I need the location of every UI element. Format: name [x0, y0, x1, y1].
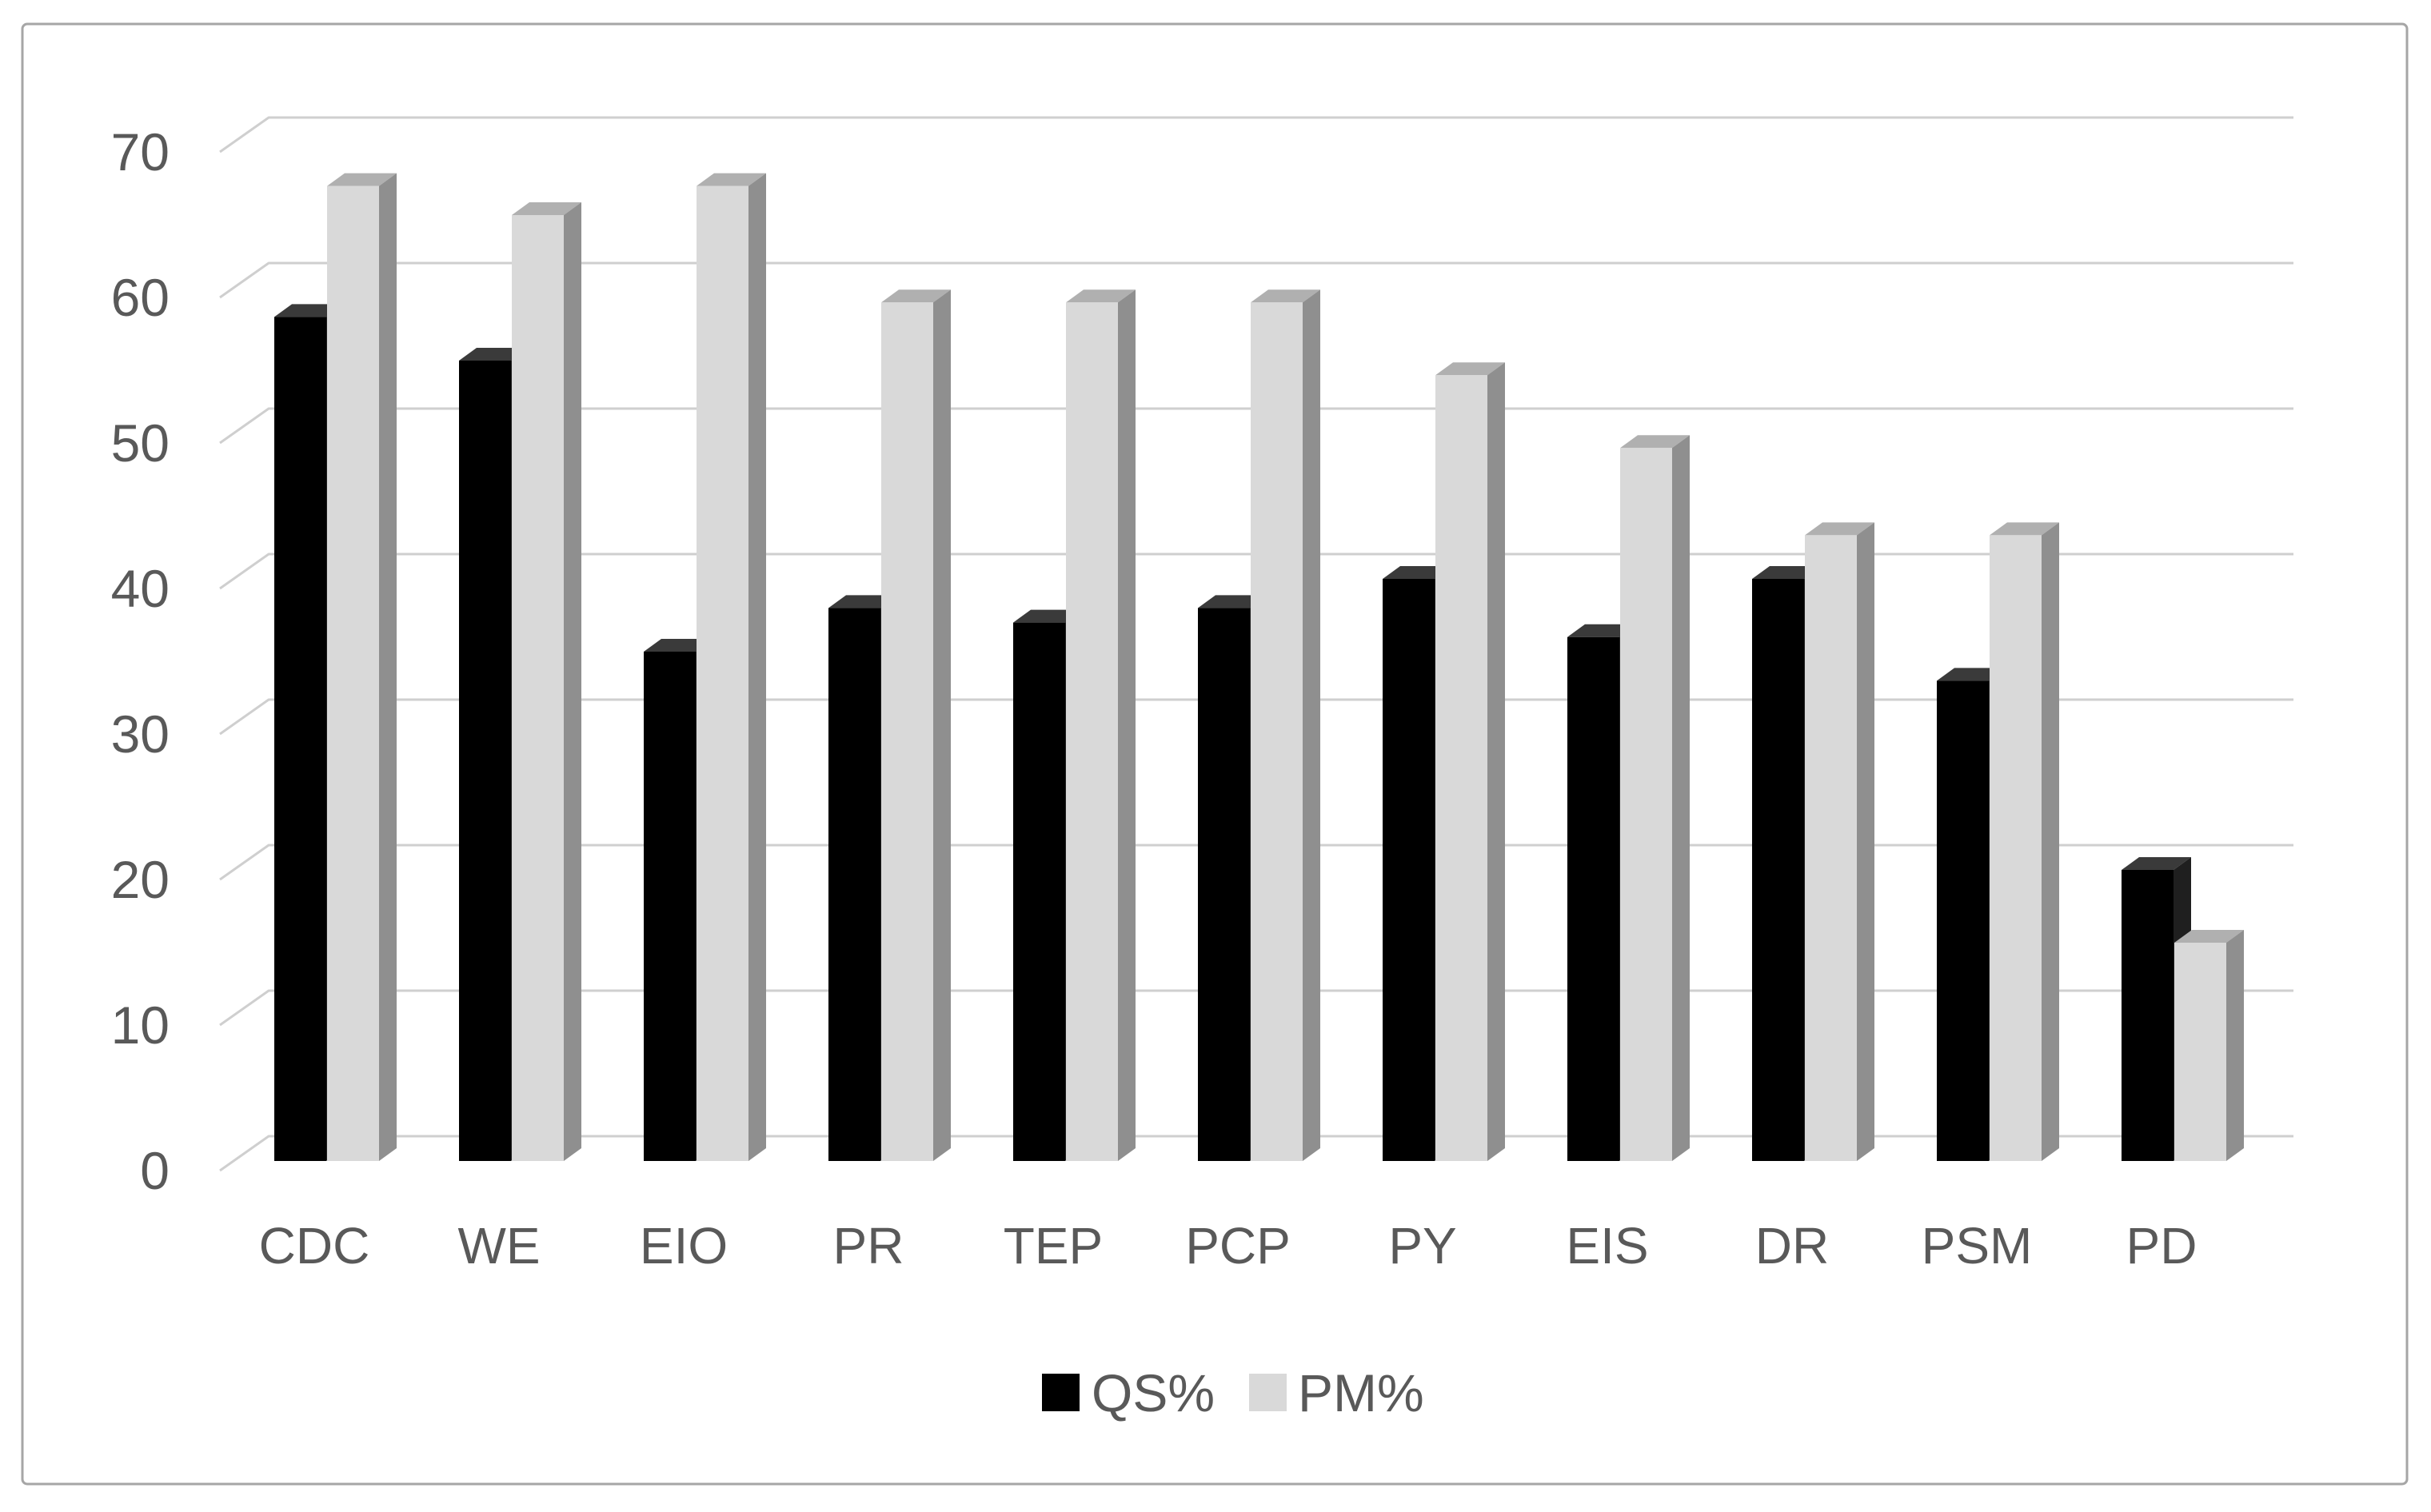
bar-WE-PM%-side — [564, 202, 581, 1161]
y-axis-label-50: 50 — [111, 413, 170, 473]
bar-PR-PM%-side — [933, 289, 951, 1162]
bar-DR-PM%-top — [1805, 522, 1874, 536]
bar-TEP-PM% — [1066, 289, 1136, 1162]
bar-CDC-QS%-front — [274, 317, 326, 1161]
bar-WE-QS%-top — [459, 348, 529, 361]
bar-PCP-PM%-front — [1251, 302, 1303, 1162]
bar-PR-QS%-front — [828, 608, 880, 1161]
bar-DR-QS%-front — [1752, 579, 1804, 1161]
bar-DR-QS%-top — [1752, 566, 1822, 579]
bar-WE-PM% — [512, 202, 581, 1161]
bar-PSM-PM% — [1990, 522, 2059, 1161]
bar-EIS-PM%-side — [1672, 435, 1690, 1161]
bar-CDC-PM%-side — [379, 173, 397, 1162]
bar-WE-QS%-front — [459, 361, 511, 1161]
category-label-CDC: CDC — [259, 1217, 370, 1275]
y-axis-label-70: 70 — [111, 122, 170, 182]
bar-PD-PM% — [2174, 930, 2244, 1161]
bar-PSM-PM%-front — [1990, 535, 2042, 1161]
bar-EIO-PM%-top — [697, 173, 766, 186]
bar-WE-PM%-top — [512, 202, 581, 215]
bar-CDC-PM%-front — [327, 186, 379, 1162]
gridline-40 — [219, 553, 2293, 590]
category-label-PCP: PCP — [1185, 1217, 1291, 1275]
legend-swatch-QS% — [1042, 1374, 1080, 1411]
gridline-50 — [219, 407, 2293, 445]
category-label-PD: PD — [2126, 1217, 2197, 1275]
gridline-70 — [219, 116, 2293, 154]
category-label-EIS: EIS — [1566, 1217, 1648, 1275]
bar-PSM-QS%-front — [1937, 680, 1989, 1161]
bar-PR-PM%-top — [881, 289, 951, 303]
bar-PCP-QS%-front — [1198, 608, 1250, 1161]
bar-PY-QS%-top — [1383, 566, 1452, 579]
bar-TEP-QS%-top — [1013, 609, 1083, 623]
category-label-DR: DR — [1755, 1217, 1829, 1275]
bar-CDC-PM%-top — [327, 173, 397, 186]
bar-EIO-PM% — [697, 173, 766, 1162]
bar-DR-PM% — [1805, 522, 1874, 1161]
bar-TEP-PM%-top — [1066, 289, 1136, 303]
bar-PR-QS%-top — [828, 595, 898, 608]
bar-EIS-PM%-front — [1620, 448, 1672, 1161]
bar-PY-PM%-front — [1435, 375, 1487, 1161]
bar-WE-PM%-front — [512, 215, 564, 1161]
bar-PD-PM%-front — [2174, 943, 2226, 1161]
y-axis-label-30: 30 — [111, 704, 170, 764]
bar-PD-PM%-top — [2174, 930, 2244, 943]
bar-PR-PM% — [881, 289, 951, 1162]
category-label-WE: WE — [457, 1217, 540, 1275]
bar-EIS-PM% — [1620, 435, 1690, 1161]
bar-EIS-QS%-front — [1567, 636, 1619, 1161]
bar-EIO-QS%-top — [644, 639, 713, 652]
y-axis-label-0: 0 — [140, 1141, 170, 1200]
bar-PSM-QS%-top — [1937, 668, 2006, 681]
legend-label-PM%: PM% — [1298, 1363, 1424, 1422]
bar-PR-PM%-front — [881, 302, 933, 1162]
bar-PD-PM%-side — [2226, 930, 2244, 1161]
legend-label-QS%: QS% — [1092, 1363, 1215, 1422]
bar-EIS-QS%-top — [1567, 624, 1637, 637]
bar-DR-PM%-side — [1857, 522, 1874, 1161]
bar-EIO-PM%-side — [748, 173, 766, 1162]
category-label-PY: PY — [1388, 1217, 1456, 1275]
bar-PD-QS%-front — [2122, 870, 2174, 1161]
bar-PY-PM%-side — [1487, 362, 1505, 1161]
y-axis-label-40: 40 — [111, 559, 170, 618]
bar-TEP-PM%-front — [1066, 302, 1118, 1162]
bar-PCP-QS%-top — [1198, 595, 1267, 608]
bar-DR-PM%-front — [1805, 535, 1857, 1161]
bar-PCP-PM%-top — [1251, 289, 1320, 303]
bar-CDC-QS%-top — [274, 304, 344, 317]
bar-TEP-PM%-side — [1118, 289, 1136, 1162]
bar-PCP-PM%-side — [1303, 289, 1320, 1162]
y-axis-label-10: 10 — [111, 995, 170, 1055]
y-axis-label-60: 60 — [111, 268, 170, 327]
category-label-PSM: PSM — [1922, 1217, 2033, 1275]
bar-CDC-PM% — [327, 173, 397, 1162]
gridline-60 — [219, 261, 2293, 299]
category-label-TEP: TEP — [1004, 1217, 1103, 1275]
bar-PD-QS%-top — [2122, 857, 2191, 870]
bar-PSM-PM%-side — [2042, 522, 2059, 1161]
bar-EIO-QS%-front — [644, 652, 696, 1161]
bar-PCP-PM% — [1251, 289, 1320, 1162]
bar-EIO-PM%-front — [697, 186, 748, 1162]
bar-PY-QS%-front — [1383, 579, 1435, 1161]
bar-PY-PM% — [1435, 362, 1505, 1161]
bar-PSM-PM%-top — [1990, 522, 2059, 536]
bar-TEP-QS%-front — [1013, 622, 1065, 1161]
category-label-PR: PR — [833, 1217, 904, 1275]
category-label-EIO: EIO — [640, 1217, 728, 1275]
bar-PY-PM%-top — [1435, 362, 1505, 376]
legend-swatch-PM% — [1249, 1374, 1287, 1411]
bar-EIS-PM%-top — [1620, 435, 1690, 449]
y-axis-label-20: 20 — [111, 850, 170, 909]
